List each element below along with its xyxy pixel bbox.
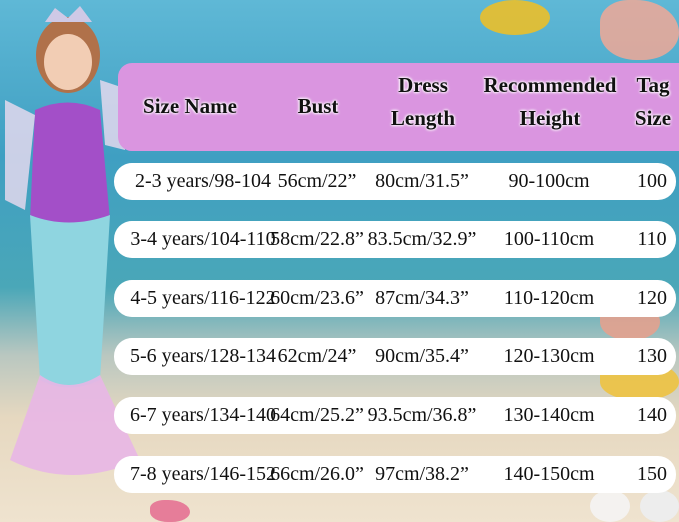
header-text: Length [390, 106, 456, 130]
size-name-cell: 3-4 years/104-110 [130, 228, 276, 250]
dress-length-cell: 80cm/31.5” [375, 170, 469, 192]
recommended-height-cell: 90-100cm [508, 170, 590, 192]
bust-cell: 60cm/23.6” [270, 287, 364, 309]
recommended-height-cell: 120-130cm [503, 345, 595, 367]
tag-size-cell: 100 [637, 170, 667, 192]
table-row: 5-6 years/128-134 62cm/24” 90cm/35.4” 120-1… [114, 338, 676, 375]
table-header: Size Name Bust Dress Length Recommended He… [118, 63, 679, 151]
tag-size-cell: 140 [637, 404, 667, 426]
bust-cell: 64cm/25.2” [270, 404, 364, 426]
header-text: Size [634, 106, 672, 130]
dress-length-cell: 90cm/35.4” [375, 345, 469, 367]
bust-cell: 62cm/24” [277, 345, 357, 367]
fish-decoration [480, 0, 550, 35]
table-row: 3-4 years/104-110 58cm/22.8” 83.5cm/32.9” 1… [114, 221, 676, 258]
table-row: 7-8 years/146-152 66cm/26.0” 97cm/38.2” 140… [114, 456, 676, 493]
coral-decoration [600, 0, 679, 60]
dress-length-cell: 97cm/38.2” [375, 463, 469, 485]
header-text: Tag [636, 73, 670, 97]
table-row: 4-5 years/116-122 60cm/23.6” 87cm/34.3” 110… [114, 280, 676, 317]
dress-length-cell: 87cm/34.3” [375, 287, 469, 309]
bust-cell: 58cm/22.8” [270, 228, 364, 250]
header-text: Height [519, 106, 581, 130]
urchin-decoration [150, 500, 190, 522]
header-size-name: Size Name [130, 93, 250, 120]
header-recommended-height: Recommended Height [482, 72, 618, 132]
bust-cell: 56cm/22” [277, 170, 357, 192]
header-text: Bust [297, 94, 339, 118]
tag-size-cell: 110 [637, 228, 667, 250]
size-name-cell: 2-3 years/98-104 [134, 170, 272, 192]
girl-in-mermaid-costume [5, 6, 140, 475]
tag-size-cell: 150 [637, 463, 667, 485]
table-row: 6-7 years/134-140 64cm/25.2” 93.5cm/36.8” 1… [114, 397, 676, 434]
size-name-cell: 4-5 years/116-122 [130, 287, 276, 309]
recommended-height-cell: 140-150cm [503, 463, 595, 485]
header-tag-size: Tag Size [628, 72, 678, 132]
pearl-decoration [640, 490, 679, 522]
tag-size-cell: 120 [637, 287, 667, 309]
recommended-height-cell: 110-120cm [503, 287, 595, 309]
recommended-height-cell: 100-110cm [503, 228, 595, 250]
pearl-decoration [590, 490, 630, 522]
tag-size-cell: 130 [637, 345, 667, 367]
table-row: 2-3 years/98-104 56cm/22” 80cm/31.5” 90-100… [114, 163, 676, 200]
size-name-cell: 7-8 years/146-152 [129, 463, 277, 485]
header-bust: Bust [278, 93, 358, 120]
header-dress-length: Dress Length [373, 72, 473, 132]
header-text: Recommended [483, 73, 617, 97]
bust-cell: 66cm/26.0” [270, 463, 364, 485]
dress-length-cell: 93.5cm/36.8” [367, 404, 477, 426]
dress-length-cell: 83.5cm/32.9” [367, 228, 477, 250]
recommended-height-cell: 130-140cm [503, 404, 595, 426]
size-name-cell: 5-6 years/128-134 [129, 345, 277, 367]
header-text: Dress [398, 73, 448, 97]
header-text: Size Name [143, 94, 237, 118]
size-name-cell: 6-7 years/134-140 [129, 404, 277, 426]
